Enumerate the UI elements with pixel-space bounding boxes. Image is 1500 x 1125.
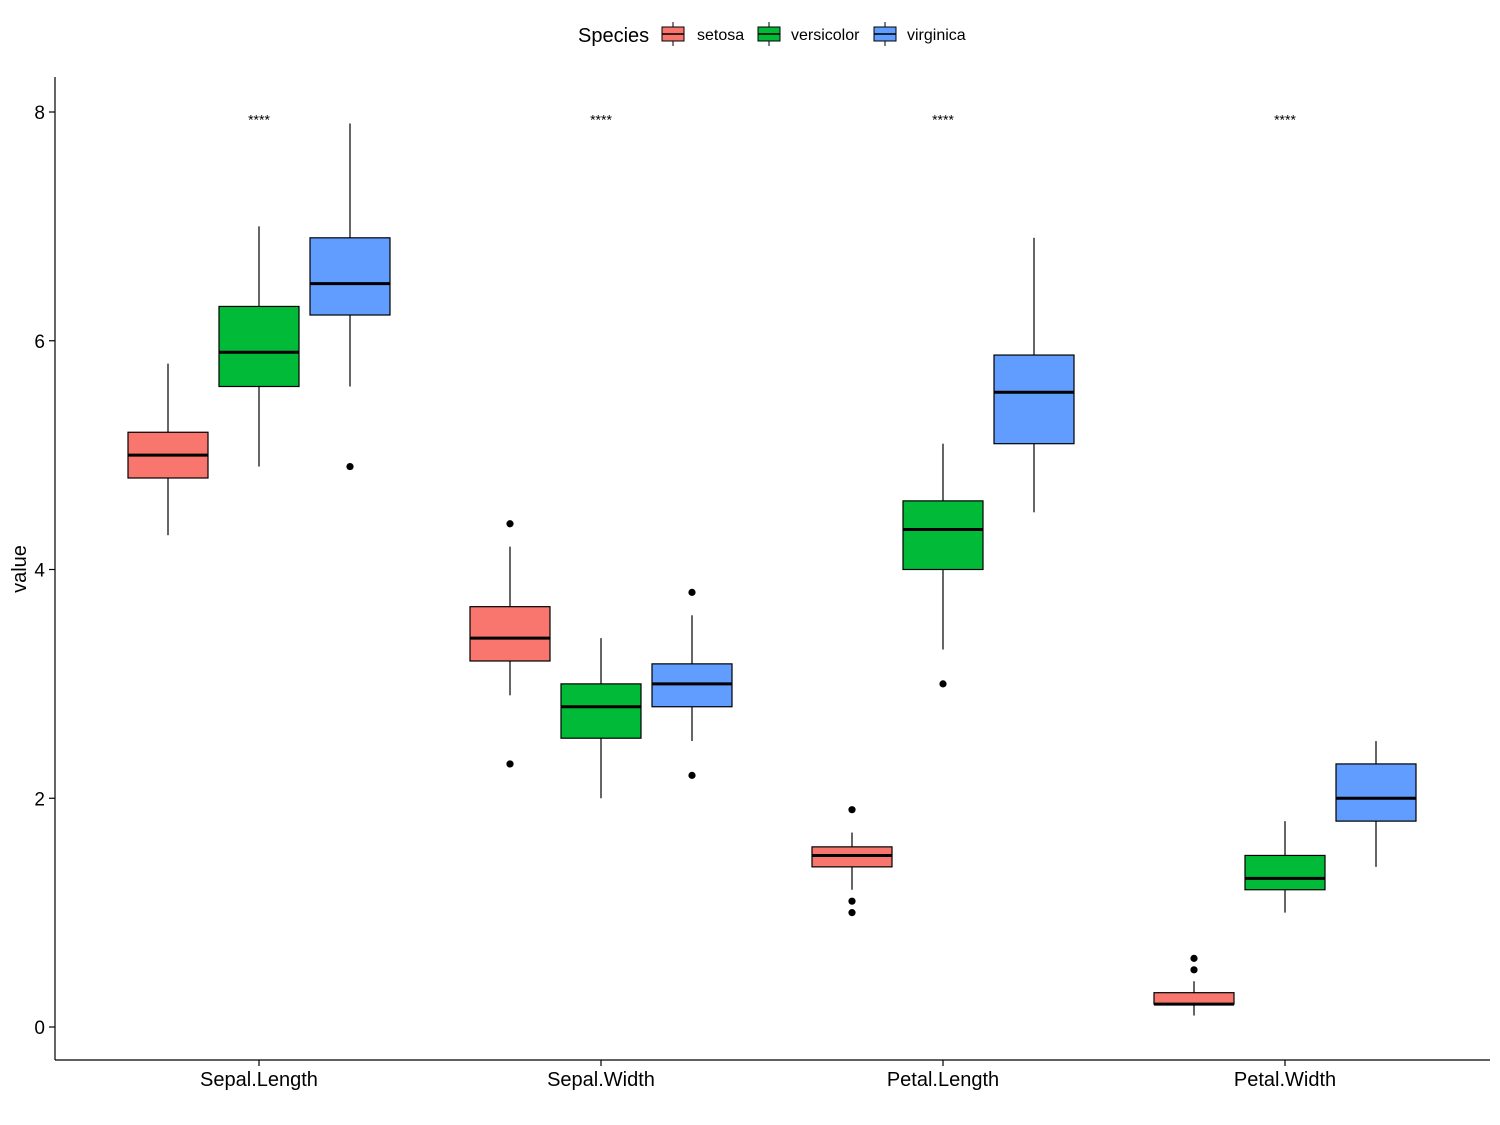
outlier-point (1190, 966, 1198, 974)
legend-key-versicolor (757, 22, 781, 46)
box-body (218, 305, 300, 388)
significance-label: **** (248, 112, 270, 128)
ticks: 0 2 4 6 8 Sepal.Length Sepal.Width Petal.Length… (34, 103, 1336, 1091)
box-setosa-petal-width (1153, 954, 1235, 1016)
box-versicolor-petal-width (1244, 821, 1326, 913)
axes: value (9, 77, 1490, 1061)
legend-label-virginica: virginica (907, 27, 966, 44)
y-axis-title: value (9, 545, 31, 593)
x-tick-label: Petal.Width (1234, 1069, 1336, 1091)
box-virginica-petal-length (993, 237, 1075, 513)
x-tick-label: Petal.Length (887, 1069, 999, 1091)
box-virginica-sepal-width (651, 588, 733, 779)
y-tick-label: 6 (34, 332, 45, 353)
box-virginica-petal-width (1335, 741, 1417, 867)
x-tick-label: Sepal.Length (200, 1069, 318, 1091)
box-setosa-petal-length (811, 806, 893, 917)
box-body (1335, 763, 1417, 822)
legend-label-setosa: setosa (697, 27, 744, 44)
outlier-point (688, 588, 696, 596)
box-setosa-sepal-length (127, 363, 209, 536)
significance-label: **** (590, 112, 612, 128)
box-body (902, 500, 984, 571)
y-tick-label: 2 (34, 789, 45, 810)
legend-title: Species (578, 25, 649, 47)
significance-labels: **** **** **** **** (248, 112, 1296, 128)
significance-label: **** (932, 112, 954, 128)
box-body (993, 354, 1075, 445)
box-body (1244, 854, 1326, 891)
outlier-point (688, 771, 696, 779)
significance-label: **** (1274, 112, 1296, 128)
plot-area (127, 123, 1417, 1016)
box-virginica-sepal-length (309, 123, 391, 471)
legend-key-virginica (873, 22, 897, 46)
outlier-point (1190, 954, 1198, 962)
legend: Species setosa versicolor virginica (578, 22, 966, 47)
outlier-point (848, 897, 856, 905)
box-versicolor-sepal-length (218, 226, 300, 467)
box-setosa-sepal-width (469, 520, 551, 768)
y-tick-label: 8 (34, 103, 45, 124)
outlier-point (848, 806, 856, 814)
outlier-point (346, 462, 354, 471)
box-versicolor-petal-length (902, 443, 984, 688)
box-body (560, 683, 642, 739)
legend-label-versicolor: versicolor (791, 27, 860, 44)
box-versicolor-sepal-width (560, 638, 642, 799)
x-tick-label: Sepal.Width (547, 1069, 655, 1091)
y-tick-label: 4 (34, 561, 45, 582)
outlier-point (506, 520, 514, 528)
box-body (309, 237, 391, 316)
box-body (1153, 992, 1235, 1005)
y-tick-label: 0 (34, 1018, 45, 1039)
outlier-point (848, 909, 856, 917)
outlier-point (506, 760, 514, 768)
outlier-point (939, 680, 947, 688)
box-body (469, 606, 551, 662)
legend-key-setosa (661, 22, 685, 46)
